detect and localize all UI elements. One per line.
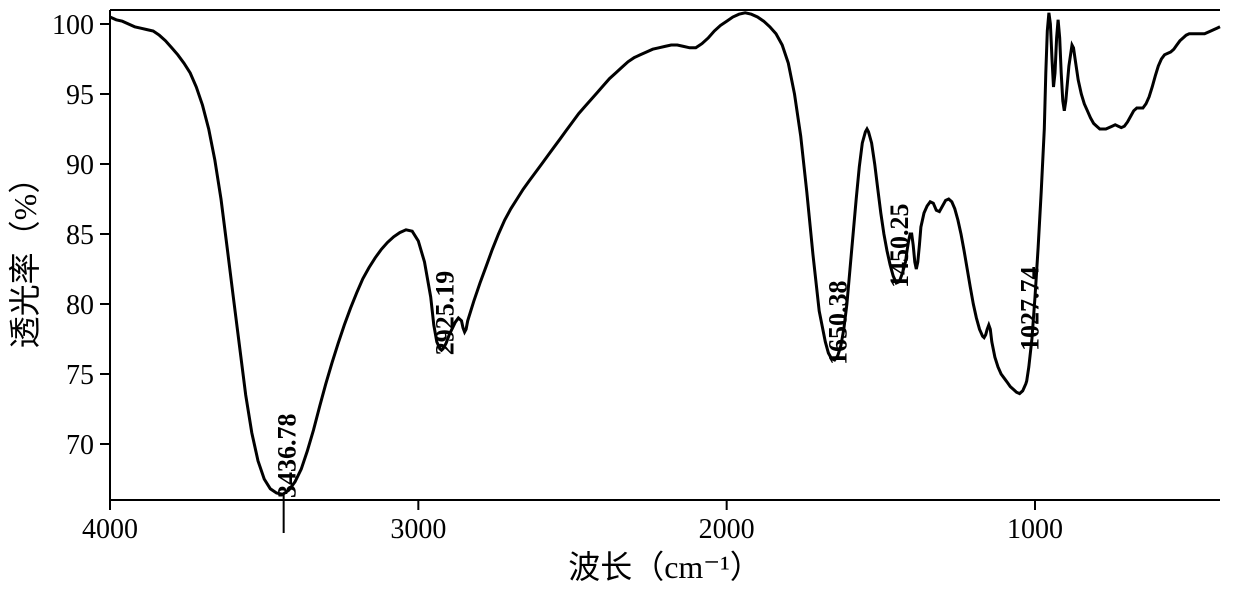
peak-label: 2925.19 — [430, 271, 459, 356]
y-tick-label: 90 — [66, 150, 94, 181]
y-tick-label: 80 — [66, 290, 94, 321]
peak-label: 3436.78 — [273, 414, 302, 499]
x-axis-label: 波长（cm⁻¹） — [568, 549, 762, 585]
x-tick-label: 2000 — [699, 514, 755, 545]
y-tick-label: 70 — [66, 430, 94, 461]
y-tick-label: 85 — [66, 220, 94, 251]
y-tick-label: 75 — [66, 360, 94, 391]
y-tick-label: 95 — [66, 80, 94, 111]
peak-label: 1650.38 — [823, 281, 852, 366]
peak-label: 1450.25 — [885, 204, 914, 289]
chart-svg: 4000 3000 2000 1000 70 75 80 85 90 95 100 波长（cm⁻¹） 透… — [0, 0, 1240, 597]
ir-spectrum-chart: 4000 3000 2000 1000 70 75 80 85 90 95 100 波长（cm⁻¹） 透… — [0, 0, 1240, 597]
peak-label: 1027.74 — [1015, 267, 1044, 352]
y-tick-label: 100 — [52, 10, 94, 41]
x-tick-label: 4000 — [82, 514, 138, 545]
y-axis-label: 透光率（%） — [7, 162, 43, 349]
x-tick-label: 3000 — [390, 514, 446, 545]
x-tick-label: 1000 — [1007, 514, 1063, 545]
